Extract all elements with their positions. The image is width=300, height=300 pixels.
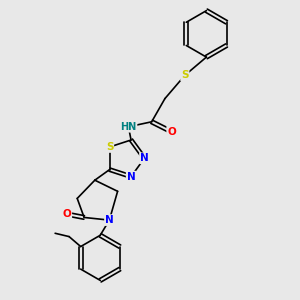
Text: N: N (127, 172, 135, 182)
Text: O: O (167, 127, 176, 137)
Text: HN: HN (120, 122, 136, 132)
Text: N: N (140, 153, 149, 163)
Text: S: S (181, 70, 189, 80)
Text: S: S (106, 142, 113, 152)
Text: O: O (62, 209, 71, 219)
Text: N: N (105, 215, 114, 225)
